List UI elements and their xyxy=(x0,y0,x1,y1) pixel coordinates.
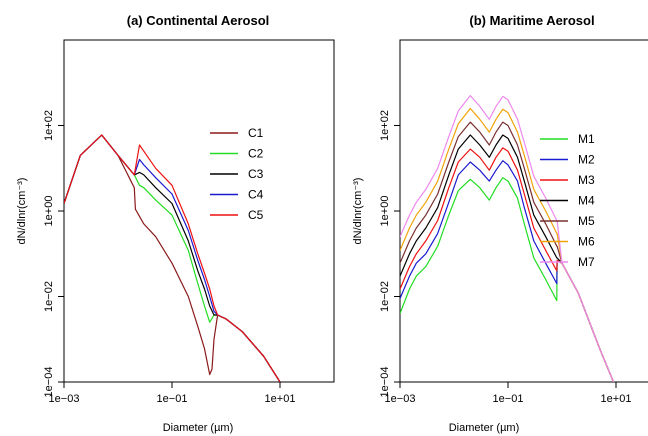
chart-title: (a) Continental Aerosol xyxy=(127,13,270,28)
y-tick-label: 1e−04 xyxy=(379,367,391,398)
chart-title: (b) Maritime Aerosol xyxy=(469,13,594,28)
axis-ticks: 1e−03 1e−01 1e+01 1e−04 1e−02 1e+00 1e+02 xyxy=(43,110,295,405)
series-line-m1 xyxy=(400,177,615,382)
legend-label-c4: C4 xyxy=(248,188,264,202)
axis-ticks: 1e−03 1e−01 1e+01 1e−04 1e−02 1e+00 1e+02 xyxy=(379,110,631,405)
x-axis-label: Diameter (µm) xyxy=(163,422,234,434)
y-axis-label: dN/dlnr(cm⁻³) xyxy=(352,178,364,245)
x-tick-label: 1e−01 xyxy=(157,393,188,405)
y-axis-label: dN/dlnr(cm⁻³) xyxy=(16,178,28,245)
panel-continental: (a) Continental Aerosol Diameter (µm) dN… xyxy=(16,13,335,434)
legend-label-c5: C5 xyxy=(248,208,264,222)
series-line-c5 xyxy=(64,134,281,382)
y-tick-label: 1e−02 xyxy=(43,281,55,312)
plot-frame xyxy=(399,39,648,383)
panel-maritime: (b) Maritime Aerosol Diameter (µm) dN/dl… xyxy=(352,13,648,434)
x-tick-label: 1e+01 xyxy=(601,393,632,405)
series-lines xyxy=(64,134,281,382)
legend-label-c1: C1 xyxy=(248,126,264,140)
x-axis-label: Diameter (µm) xyxy=(449,422,520,434)
legend: C1 C2 C3 C4 C5 xyxy=(210,126,264,222)
y-tick-label: 1e−04 xyxy=(43,367,55,398)
legend-label-c3: C3 xyxy=(248,167,264,181)
series-line-m7 xyxy=(400,94,615,382)
legend-label-m6: M6 xyxy=(578,235,595,249)
series-line-m4 xyxy=(400,134,615,382)
y-tick-label: 1e+00 xyxy=(379,196,391,227)
legend-label-c2: C2 xyxy=(248,147,264,161)
legend-label-m1: M1 xyxy=(578,132,595,146)
x-tick-label: 1e−03 xyxy=(49,393,80,405)
y-tick-label: 1e+02 xyxy=(379,110,391,141)
legend-label-m5: M5 xyxy=(578,214,595,228)
legend-label-m4: M4 xyxy=(578,194,595,208)
y-tick-label: 1e+00 xyxy=(43,196,55,227)
series-line-m5 xyxy=(400,121,615,382)
legend-label-m3: M3 xyxy=(578,173,595,187)
legend-label-m7: M7 xyxy=(578,255,595,269)
legend-label-m2: M2 xyxy=(578,153,595,167)
x-tick-label: 1e+01 xyxy=(265,393,296,405)
x-tick-label: 1e−01 xyxy=(493,393,524,405)
series-line-m6 xyxy=(400,107,615,382)
legend: M1 M2 M3 M4 M5 M6 M7 xyxy=(540,132,595,269)
y-tick-label: 1e+02 xyxy=(43,110,55,141)
y-tick-label: 1e−02 xyxy=(379,281,391,312)
x-tick-label: 1e−03 xyxy=(385,393,416,405)
